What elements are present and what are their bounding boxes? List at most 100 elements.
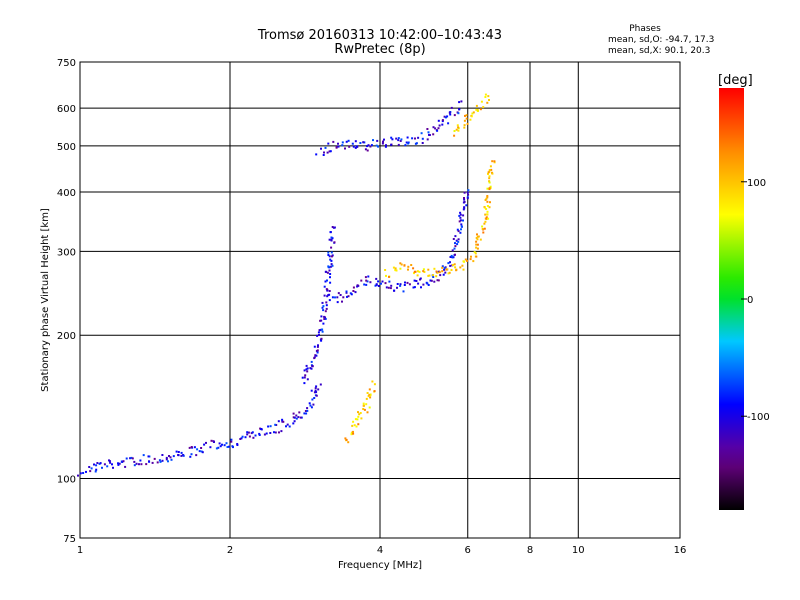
data-point	[218, 442, 221, 445]
data-point	[156, 461, 159, 464]
data-point	[446, 115, 449, 118]
data-point	[354, 146, 357, 149]
data-point	[190, 453, 193, 456]
data-point	[488, 187, 491, 190]
data-point	[352, 432, 355, 435]
data-point	[351, 424, 354, 427]
data-point	[316, 345, 319, 348]
data-point	[490, 168, 493, 171]
data-point	[326, 295, 329, 298]
data-point	[421, 142, 424, 144]
data-point	[458, 214, 461, 217]
data-point	[263, 433, 266, 436]
data-point	[337, 145, 340, 148]
data-point	[305, 364, 308, 367]
data-point	[366, 280, 369, 283]
data-point	[201, 451, 204, 454]
data-point	[453, 114, 456, 117]
data-point	[345, 291, 348, 294]
data-point	[368, 393, 371, 396]
data-point	[407, 268, 409, 271]
data-point	[488, 169, 491, 172]
data-point	[369, 394, 372, 397]
data-point	[463, 197, 465, 199]
data-point	[433, 280, 436, 283]
data-point	[373, 383, 376, 386]
data-point	[381, 142, 384, 145]
data-point	[321, 301, 324, 304]
data-point	[385, 286, 388, 289]
data-point	[168, 455, 170, 457]
data-point	[122, 460, 125, 463]
data-point	[356, 284, 359, 287]
data-point	[456, 243, 459, 246]
data-point	[365, 279, 368, 282]
data-point	[377, 145, 379, 148]
data-point	[451, 249, 454, 252]
data-point	[360, 279, 363, 282]
data-point	[315, 394, 318, 397]
data-point	[325, 307, 328, 310]
data-point	[323, 285, 326, 288]
data-point	[441, 270, 444, 273]
data-point	[436, 129, 439, 132]
data-point	[362, 408, 365, 410]
data-point	[459, 231, 462, 234]
data-point	[320, 147, 322, 150]
data-point	[368, 388, 371, 391]
data-point	[463, 206, 466, 209]
data-point	[450, 254, 453, 257]
data-point	[347, 295, 350, 298]
data-point	[89, 470, 92, 473]
data-point	[390, 284, 393, 287]
data-point	[400, 263, 403, 266]
data-point	[330, 263, 333, 266]
data-point	[260, 428, 263, 430]
colorbar-label: [deg]	[718, 73, 753, 88]
data-point	[145, 463, 148, 466]
data-point	[392, 266, 395, 269]
data-point	[454, 242, 456, 245]
data-point	[482, 106, 485, 109]
data-point	[359, 142, 362, 144]
data-point	[455, 128, 458, 131]
data-point	[450, 106, 453, 109]
data-point	[120, 460, 123, 463]
data-point	[312, 403, 315, 406]
data-point	[200, 447, 203, 449]
data-point	[373, 390, 376, 393]
data-point	[195, 454, 198, 457]
data-point	[326, 289, 329, 292]
data-point	[364, 276, 367, 279]
data-point	[414, 137, 416, 140]
data-point	[384, 282, 387, 285]
data-point	[278, 431, 280, 434]
data-point	[297, 416, 300, 419]
data-point	[463, 198, 466, 201]
data-point	[448, 111, 451, 114]
data-point	[486, 196, 489, 199]
data-point	[247, 431, 250, 434]
data-point	[306, 378, 309, 381]
data-point	[231, 445, 234, 448]
data-point	[350, 293, 353, 296]
colorbar-gradient	[719, 88, 744, 510]
data-point	[303, 382, 306, 385]
data-point	[230, 438, 233, 441]
data-point	[313, 345, 316, 348]
data-point	[347, 139, 350, 142]
data-point	[225, 442, 228, 445]
data-point	[321, 328, 324, 331]
data-point	[449, 264, 452, 267]
data-point	[326, 271, 329, 274]
data-point	[465, 204, 468, 207]
data-point	[352, 286, 355, 289]
data-point	[366, 145, 369, 148]
data-point	[190, 446, 193, 448]
data-point	[427, 284, 430, 286]
data-point	[435, 275, 438, 278]
data-point	[485, 217, 488, 220]
data-point	[323, 315, 326, 318]
chart-subtitle: RwPretec (8p)	[334, 42, 425, 57]
data-point	[391, 138, 394, 141]
